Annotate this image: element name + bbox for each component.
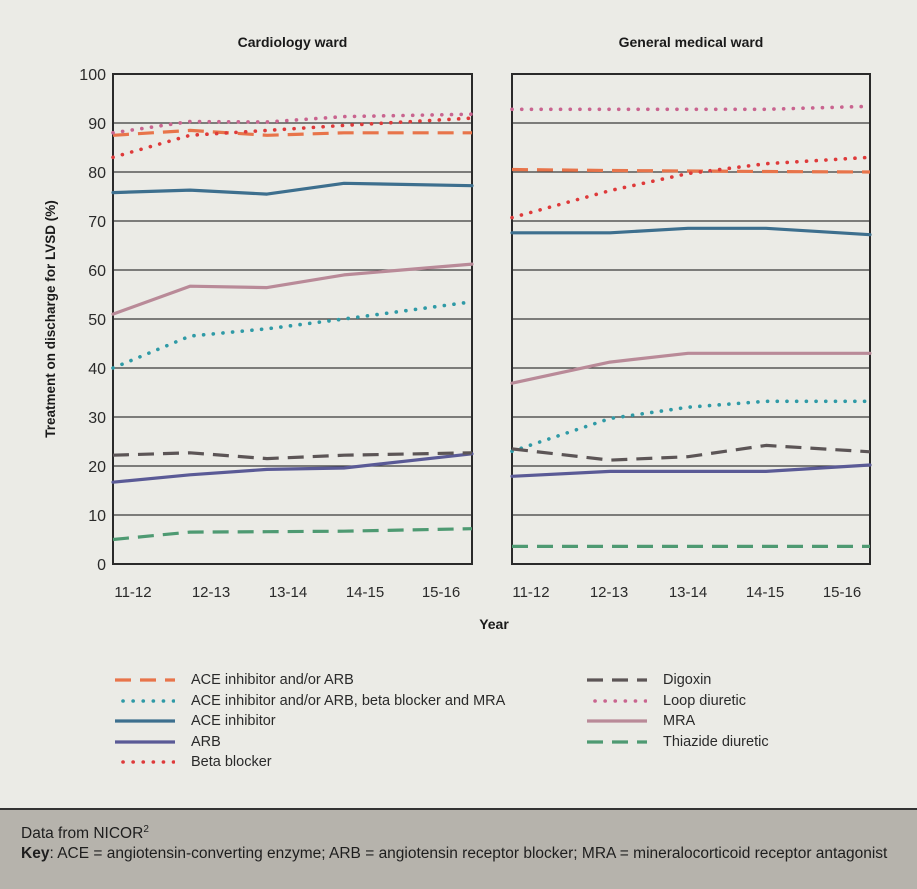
x-tick-label: 14-15 [746, 584, 784, 601]
x-axis-label: Year [479, 616, 509, 632]
legend-label: Beta blocker [191, 754, 272, 771]
panel-title: Cardiology ward [238, 34, 348, 50]
plot-frame [511, 73, 871, 565]
legend-item: Loop diuretic [587, 691, 769, 712]
legend-item: Beta blocker [115, 752, 505, 773]
y-axis-label: Treatment on discharge for LVSD (%) [43, 200, 58, 438]
plot-frame [112, 73, 473, 565]
x-tick-label: 13-14 [669, 584, 707, 601]
legend-label: ACE inhibitor [191, 713, 276, 730]
series-line-ace-inhibitor-and-or-arb [511, 167, 871, 174]
panel-title: General medical ward [619, 34, 764, 50]
figure-footer: Data from NICOR2 Key: ACE = angiotensin-… [0, 808, 917, 889]
x-tick-label: 11-12 [114, 584, 151, 601]
series-line-arb [510, 463, 872, 478]
chart-figure: Cardiology ward 0 10 20 30 40 50 60 70 80 90 100 Tre… [43, 34, 872, 632]
y-tick-label: 30 [88, 410, 106, 427]
series-line-ace-inhibitor [510, 226, 872, 237]
x-tick-label: 12-13 [590, 584, 628, 601]
x-tick-label: 12-13 [192, 584, 230, 601]
series-line-ace-inhibitor [111, 181, 474, 196]
series-line-mra [510, 351, 872, 385]
y-tick-label: 10 [88, 508, 106, 525]
series-line-ace-inhibitor-and-or-arb-beta-blocker-and-mra [111, 299, 474, 370]
key-note: Key: ACE = angiotensin-converting enzyme… [21, 845, 888, 863]
x-tick-label: 15-16 [823, 584, 861, 601]
legend-swatch [587, 740, 647, 744]
legend-right: Digoxin Loop diuretic MRA Thiazide diuretic [587, 670, 769, 752]
series-line-mra [111, 262, 474, 316]
legend-label: ARB [191, 733, 221, 750]
legend-item: Digoxin [587, 670, 769, 691]
legend-label: Thiazide diuretic [663, 733, 769, 750]
legend-left: ACE inhibitor and/or ARB ACE inhibitor an… [115, 670, 505, 773]
y-tick-label: 20 [88, 459, 106, 476]
legend-label: ACE inhibitor and/or ARB [191, 672, 354, 689]
x-tick-label: 11-12 [512, 584, 549, 601]
series-line-thiazide-diuretic [112, 527, 473, 542]
series-line-loop-diuretic [111, 112, 474, 135]
legend-item: MRA [587, 711, 769, 732]
series-line-loop-diuretic [510, 104, 872, 112]
x-tick-label: 14-15 [346, 584, 384, 601]
legend-swatch [115, 719, 175, 723]
y-tick-label: 60 [88, 263, 106, 280]
y-tick-label: 80 [88, 165, 106, 182]
series-line-ace-inhibitor-and-or-arb [112, 128, 472, 137]
series-line-beta-blocker [510, 155, 872, 220]
legend-swatch [587, 678, 647, 682]
legend-swatch [593, 698, 647, 703]
y-tick-label: 50 [88, 312, 106, 329]
legend-item: ACE inhibitor and/or ARB, beta blocker a… [115, 691, 505, 712]
legend-label: Digoxin [663, 672, 712, 689]
series-line-arb [111, 452, 474, 484]
legend-label: ACE inhibitor and/or ARB, beta blocker a… [191, 692, 506, 709]
y-tick-label: 40 [88, 361, 106, 378]
series-line-ace-inhibitor-and-or-arb-beta-blocker-and-mra [510, 399, 872, 454]
y-tick-label: 0 [97, 557, 106, 574]
legend-swatch [587, 719, 647, 723]
legend-item: ARB [115, 732, 505, 753]
legend-swatch [115, 740, 175, 744]
x-tick-label: 13-14 [269, 584, 307, 601]
legend-swatch [121, 760, 175, 765]
legend-swatch [121, 698, 175, 703]
x-tick-label: 15-16 [422, 584, 460, 601]
series-line-digoxin [112, 451, 473, 461]
legend-item: ACE inhibitor and/or ARB [115, 670, 505, 691]
y-tick-label: 70 [88, 214, 106, 231]
legend-label: Loop diuretic [663, 692, 747, 709]
series-line-beta-blocker [111, 116, 474, 160]
legend-swatch [115, 678, 175, 682]
series-line-digoxin [511, 443, 871, 462]
source-note: Data from NICOR2 [21, 824, 149, 843]
legend-item: ACE inhibitor [115, 711, 505, 732]
legend-label: MRA [663, 713, 696, 730]
y-tick-label: 90 [88, 116, 106, 133]
legend-item: Thiazide diuretic [587, 732, 769, 753]
y-tick-label: 100 [79, 67, 106, 84]
